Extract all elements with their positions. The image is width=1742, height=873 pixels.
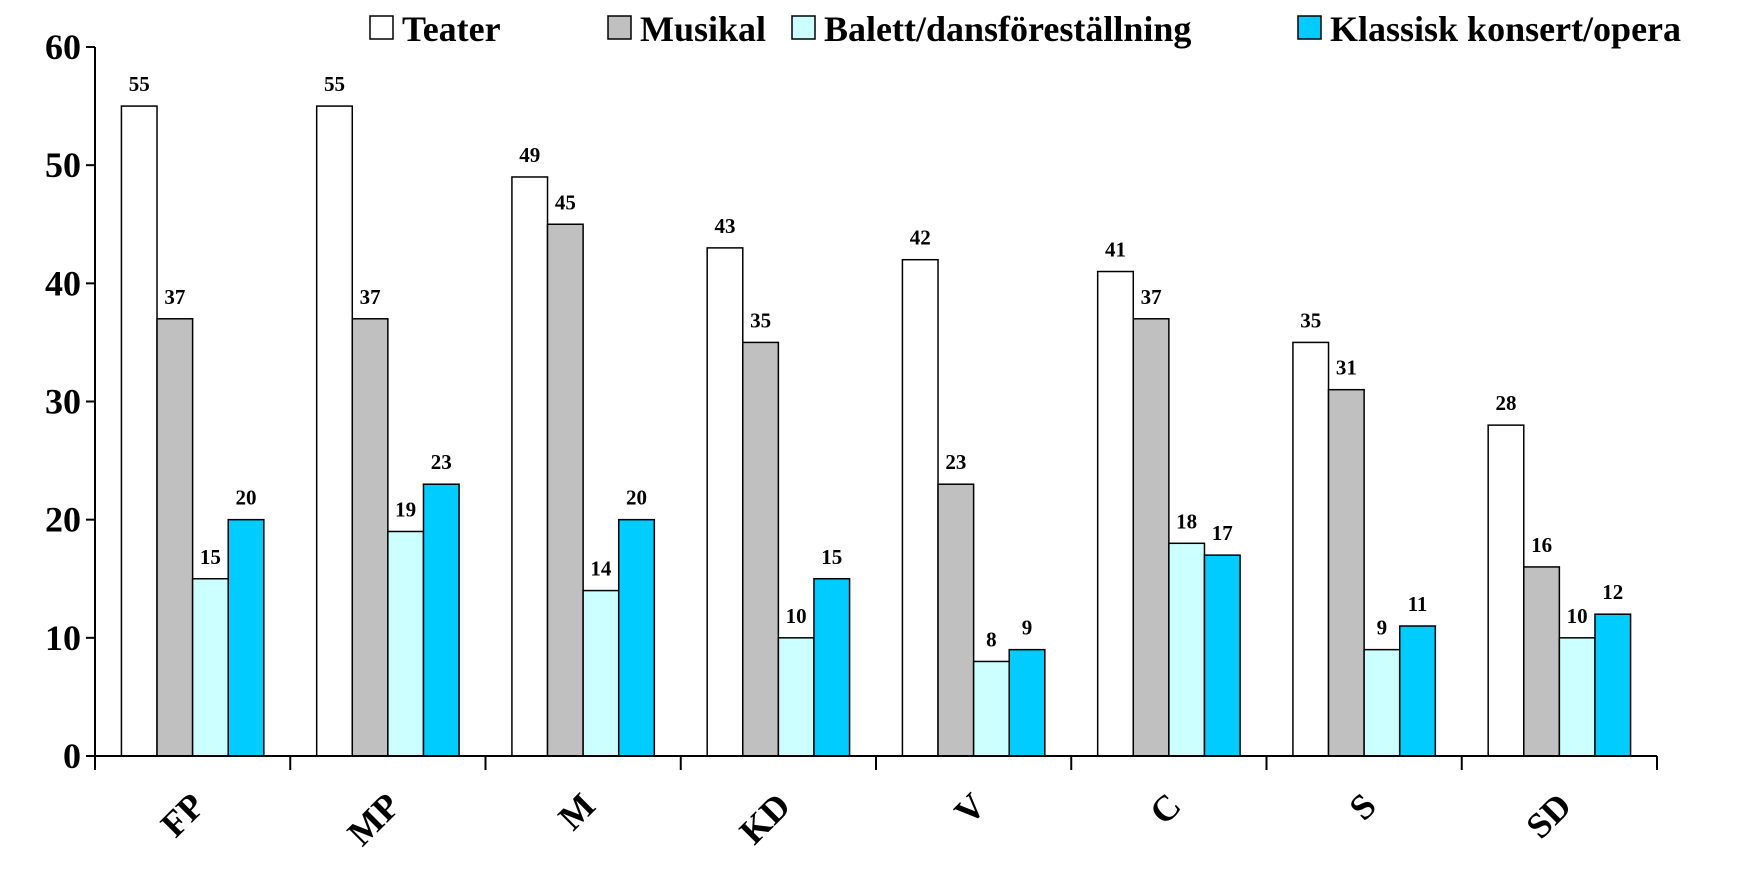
bar-v-1	[937, 483, 975, 757]
bar-mp-2	[387, 530, 425, 757]
data-label: 11	[1408, 592, 1428, 616]
bar-m-3	[617, 518, 656, 757]
category-label-mp: MP	[340, 785, 408, 853]
legend-swatch	[1297, 15, 1322, 40]
data-label: 9	[1022, 616, 1033, 640]
data-label: 49	[519, 143, 540, 167]
legend-swatch	[791, 15, 816, 40]
category-label-fp: FP	[153, 785, 212, 844]
bar-s-2	[1363, 648, 1401, 757]
data-label: 35	[750, 308, 771, 332]
data-label: 55	[324, 72, 345, 96]
bar-kd-0	[706, 247, 744, 757]
bars	[120, 105, 1632, 757]
y-tick-label: 10	[45, 618, 81, 658]
data-label: 10	[786, 604, 807, 628]
bar-mp-0	[315, 105, 354, 757]
data-label: 20	[626, 486, 647, 510]
bar-fp-2	[191, 578, 229, 757]
data-label: 19	[395, 497, 416, 521]
data-label: 31	[1336, 356, 1357, 380]
bar-kd-2	[777, 637, 815, 757]
data-label: 16	[1531, 533, 1552, 557]
data-label: 15	[821, 545, 842, 569]
bar-s-0	[1292, 341, 1330, 757]
data-label: 35	[1300, 308, 1321, 332]
bar-sd-0	[1487, 424, 1525, 757]
bar-v-3	[1008, 648, 1046, 757]
bar-c-3	[1203, 554, 1241, 757]
data-label: 41	[1105, 238, 1126, 262]
data-label: 23	[945, 450, 966, 474]
bar-m-2	[582, 589, 620, 757]
bar-m-1	[546, 223, 584, 757]
data-label: 14	[590, 557, 612, 581]
data-label: 15	[200, 545, 221, 569]
legend-label: Teater	[402, 9, 501, 49]
y-tick-label: 50	[45, 145, 81, 185]
data-label: 43	[714, 214, 735, 238]
legend-swatch	[607, 15, 632, 40]
y-tick-label: 60	[45, 27, 81, 67]
category-label-c: C	[1142, 785, 1189, 832]
data-label: 8	[986, 627, 997, 651]
data-label: 37	[360, 285, 381, 309]
data-label: 12	[1602, 580, 1623, 604]
bar-s-3	[1398, 625, 1437, 757]
legend-label: Musikal	[640, 9, 766, 49]
category-label-kd: KD	[732, 785, 798, 851]
y-axis: 0 10 20 30 40 50 60	[45, 27, 96, 776]
y-tick-label: 0	[63, 736, 81, 776]
bar-c-1	[1132, 318, 1170, 757]
legend-label: Balett/dansföreställning	[824, 9, 1191, 49]
x-axis: FP MP M KD V C S SD	[94, 755, 1658, 853]
legend-label: Klassisk konsert/opera	[1330, 9, 1681, 49]
data-label: 28	[1495, 391, 1516, 415]
y-tick-label: 30	[45, 382, 81, 422]
bar-kd-3	[813, 578, 851, 757]
y-tick-label: 40	[45, 263, 81, 303]
data-label: 9	[1377, 616, 1388, 640]
data-label: 55	[129, 72, 150, 96]
category-label-m: M	[550, 785, 602, 837]
data-labels: 55 37 15 20 55 37 19 23 49 45 14 20 43 35 10 15 42 23 8 9 41…	[129, 72, 1624, 651]
bar-v-0	[901, 258, 939, 757]
data-label: 42	[910, 226, 931, 250]
bar-sd-3	[1594, 613, 1632, 757]
legend-swatch	[369, 15, 394, 40]
data-label: 18	[1176, 509, 1197, 533]
bar-mp-1	[351, 318, 389, 757]
category-label-s: S	[1341, 785, 1383, 827]
bar-s-1	[1327, 388, 1365, 757]
bar-sd-1	[1523, 566, 1561, 757]
bar-c-2	[1168, 542, 1206, 757]
y-tick-label: 20	[45, 500, 81, 540]
bar-fp-3	[227, 518, 265, 757]
data-label: 17	[1212, 521, 1233, 545]
bar-m-0	[511, 176, 549, 757]
data-label: 45	[555, 190, 576, 214]
bar-mp-3	[422, 483, 460, 757]
bar-c-0	[1096, 270, 1135, 757]
data-label: 20	[236, 486, 257, 510]
legend: Teater Musikal Balett/dansföreställning Kla…	[369, 9, 1681, 49]
bar-fp-0	[120, 105, 158, 757]
data-label: 37	[1141, 285, 1162, 309]
data-label: 10	[1567, 604, 1588, 628]
data-label: 23	[431, 450, 452, 474]
category-label-v: V	[947, 785, 994, 832]
bar-sd-2	[1558, 637, 1596, 757]
category-label-sd: SD	[1518, 785, 1579, 846]
data-label: 37	[164, 285, 185, 309]
bar-fp-1	[156, 318, 194, 757]
bar-kd-1	[742, 341, 780, 757]
bar-v-2	[972, 660, 1010, 757]
